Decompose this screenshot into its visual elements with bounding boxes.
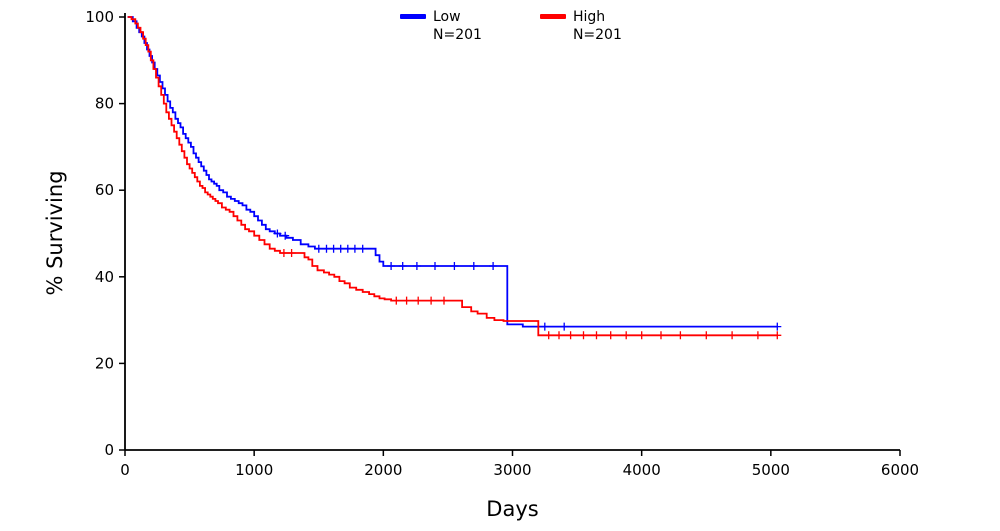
svg-text:0: 0: [104, 441, 114, 459]
x-axis-title: Days: [486, 497, 539, 521]
svg-text:40: 40: [95, 268, 114, 286]
legend-entry-low: Low N=201: [400, 8, 482, 44]
svg-text:100: 100: [85, 8, 114, 26]
svg-text:20: 20: [95, 354, 114, 372]
svg-text:3000: 3000: [493, 461, 531, 479]
svg-text:1000: 1000: [235, 461, 273, 479]
legend-count-high: N=201: [572, 27, 622, 43]
legend-swatch-low: [400, 14, 426, 19]
legend-swatch-high: [539, 14, 566, 19]
svg-text:2000: 2000: [364, 461, 402, 479]
legend-count-low: N=201: [433, 27, 482, 43]
legend-entry-high: High N=201: [539, 8, 622, 44]
legend-label-low: Low: [433, 9, 461, 25]
svg-text:0: 0: [120, 461, 130, 479]
svg-text:6000: 6000: [881, 461, 919, 479]
legend: Low N=201 High N=201: [400, 8, 622, 44]
svg-text:4000: 4000: [623, 461, 661, 479]
svg-text:60: 60: [95, 181, 114, 199]
legend-label-high: High: [572, 9, 606, 25]
svg-text:80: 80: [95, 95, 114, 113]
svg-text:5000: 5000: [752, 461, 790, 479]
y-axis-title: % Surviving: [43, 170, 67, 296]
